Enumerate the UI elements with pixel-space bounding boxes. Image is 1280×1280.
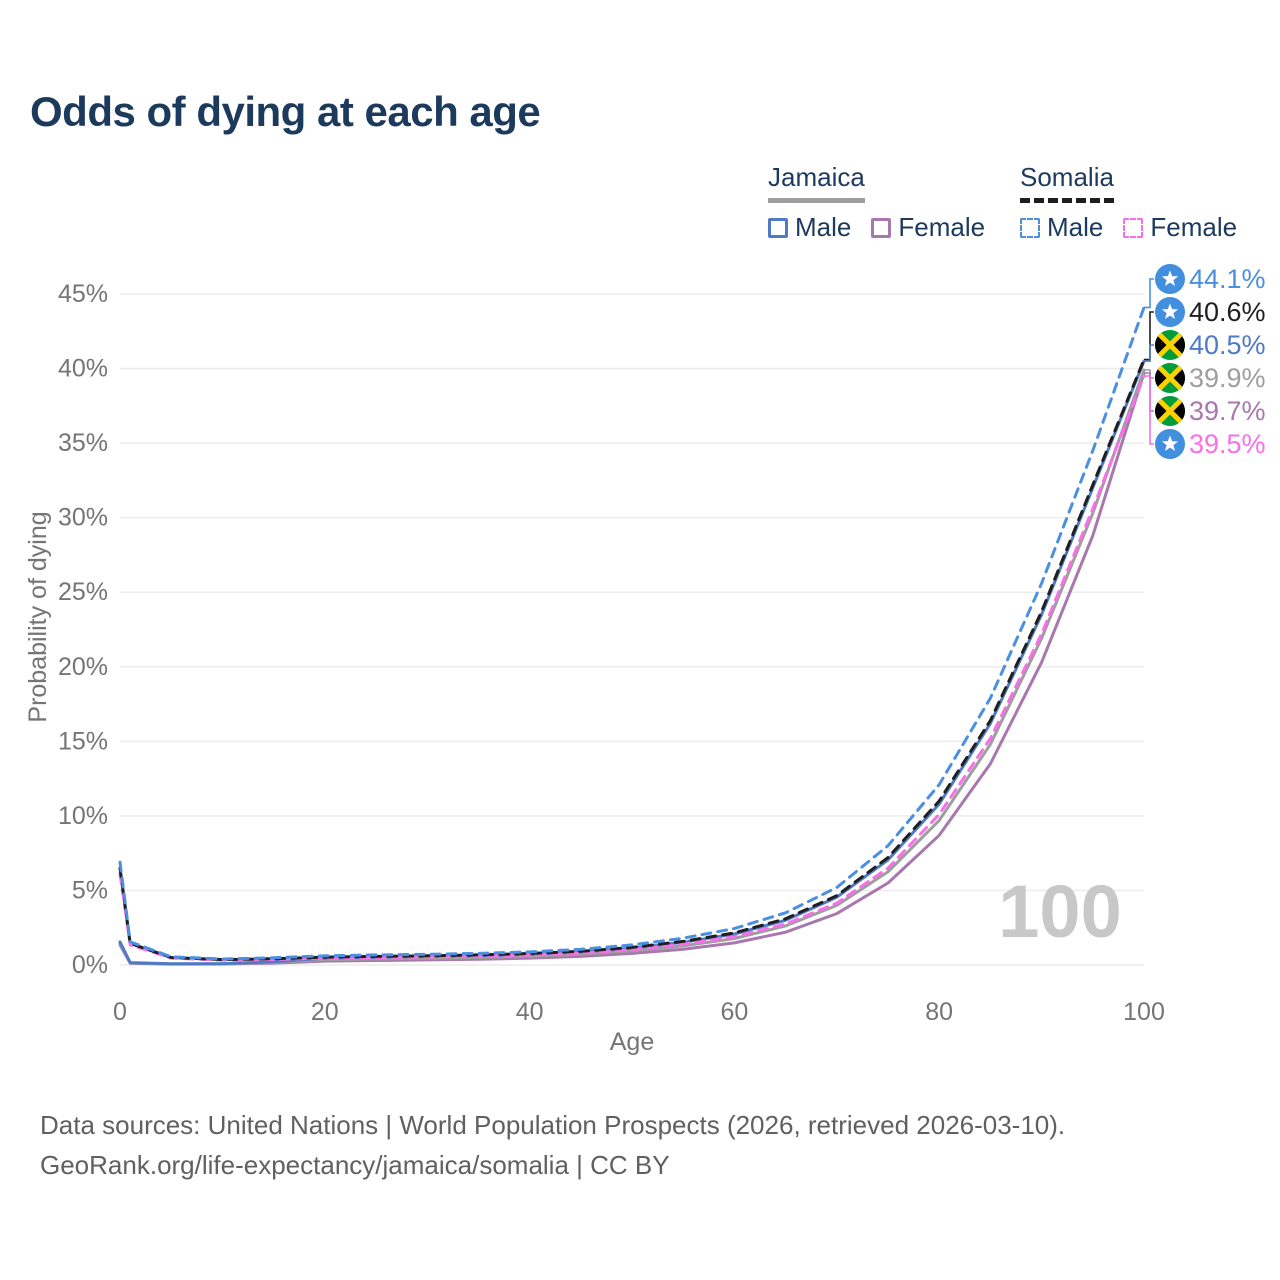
jamaica-flag-icon — [1155, 396, 1185, 426]
somalia-flag-star — [1161, 303, 1179, 319]
x-tick-label: 80 — [925, 998, 953, 1026]
somalia-female-swatch-icon — [1123, 217, 1144, 238]
end-label-value: 40.5% — [1189, 330, 1266, 360]
series-line-somalia-female — [118, 374, 1146, 962]
jamaica-flag-clipped — [1155, 396, 1185, 426]
legend-group-somalia: Somalia Male Female — [1020, 162, 1237, 243]
legend-item-somalia-female[interactable]: Female — [1123, 212, 1237, 243]
y-tick-label: 30% — [58, 504, 108, 532]
footer-attribution: GeoRank.org/life-expectancy/jamaica/soma… — [40, 1150, 670, 1180]
jamaica-flag-gold-diag2 — [1155, 363, 1185, 393]
y-tick-label: 5% — [72, 876, 108, 904]
legend-item-label: Female — [898, 212, 986, 242]
legend-title-somalia: Somalia — [1020, 162, 1114, 203]
jamaica-male-swatch-icon — [768, 217, 788, 238]
y-tick-label: 35% — [58, 429, 108, 457]
somalia-flag-icon — [1155, 297, 1185, 327]
legend-item-label: Male — [795, 212, 852, 242]
jamaica-flag-icon — [1155, 330, 1185, 360]
series-line-somalia-male — [118, 305, 1146, 961]
end-label-value: 39.7% — [1189, 396, 1266, 426]
x-tick-label: 40 — [516, 998, 544, 1026]
x-tick-label: 20 — [311, 998, 339, 1026]
legend-group-jamaica: Jamaica Male Female — [768, 162, 985, 243]
jamaica-female-swatch-icon — [871, 217, 892, 238]
end-label-value: 39.9% — [1189, 363, 1266, 393]
legend-item-jamaica-male[interactable]: Male — [768, 212, 851, 243]
somalia-flag-icon — [1155, 264, 1185, 294]
y-tick-label: 20% — [58, 653, 108, 681]
x-axis-title: Age — [610, 1028, 654, 1056]
y-tick-label: 10% — [58, 802, 108, 830]
legend-item-label: Female — [1150, 212, 1238, 242]
footer-data-sources: Data sources: United Nations | World Pop… — [40, 1110, 1066, 1140]
x-tick-label: 60 — [720, 998, 748, 1026]
end-label-connector — [1144, 311, 1154, 361]
jamaica-flag-clipped — [1155, 363, 1185, 393]
end-label-connector — [1144, 278, 1154, 309]
line-chart: 0% 5% 10% 15% 20% 25% 30% 35% 40% 45% 0 20 40 60 80 100… — [24, 264, 1266, 1056]
somalia-flag-icon — [1155, 429, 1185, 459]
x-tick-label: 0 — [113, 998, 127, 1026]
end-label-connector — [1144, 375, 1154, 445]
legend-item-label: Male — [1047, 212, 1104, 242]
y-axis-title: Probability of dying — [24, 511, 52, 722]
jamaica-flag-gold-diag2 — [1155, 330, 1185, 360]
somalia-flag-star — [1161, 270, 1179, 286]
age-marker-watermark: 100 — [998, 870, 1121, 953]
footer: Data sources: United Nations | World Pop… — [40, 1105, 1065, 1185]
jamaica-flag-clipped — [1155, 330, 1185, 360]
series-line-jamaica-female — [118, 371, 1146, 966]
end-label-value: 39.5% — [1189, 429, 1266, 459]
y-tick-label: 45% — [58, 280, 108, 308]
somalia-flag-star — [1161, 435, 1179, 451]
legend-item-somalia-male[interactable]: Male — [1020, 212, 1103, 243]
legend: Jamaica Male Female Somalia Male — [0, 162, 1280, 242]
end-label-connector — [1144, 344, 1154, 362]
y-tick-label: 25% — [58, 578, 108, 606]
jamaica-flag-black-right — [1170, 363, 1185, 393]
jamaica-flag-gold-diag2 — [1155, 396, 1185, 426]
jamaica-flag-black-left — [1155, 363, 1170, 393]
y-tick-label: 40% — [58, 355, 108, 383]
jamaica-flag-black-right — [1170, 396, 1185, 426]
end-label-value: 44.1% — [1189, 264, 1266, 294]
end-label-value: 40.6% — [1189, 297, 1266, 327]
jamaica-flag-black-right — [1170, 330, 1185, 360]
series-line-somalia-both — [118, 358, 1146, 962]
legend-title-jamaica: Jamaica — [768, 162, 865, 203]
somalia-male-swatch-icon — [1020, 217, 1040, 238]
legend-items-somalia: Male Female — [1020, 212, 1237, 243]
jamaica-flag-icon — [1155, 363, 1185, 393]
y-tick-label: 15% — [58, 727, 108, 755]
page-title: Odds of dying at each age — [30, 88, 541, 135]
legend-item-jamaica-female[interactable]: Female — [871, 212, 985, 243]
jamaica-flag-black-left — [1155, 396, 1170, 426]
legend-items-jamaica: Male Female — [768, 212, 985, 243]
series-line-jamaica-male — [118, 359, 1146, 966]
x-tick-label: 100 — [1123, 998, 1165, 1026]
y-tick-label: 0% — [72, 951, 108, 979]
jamaica-flag-black-left — [1155, 330, 1170, 360]
